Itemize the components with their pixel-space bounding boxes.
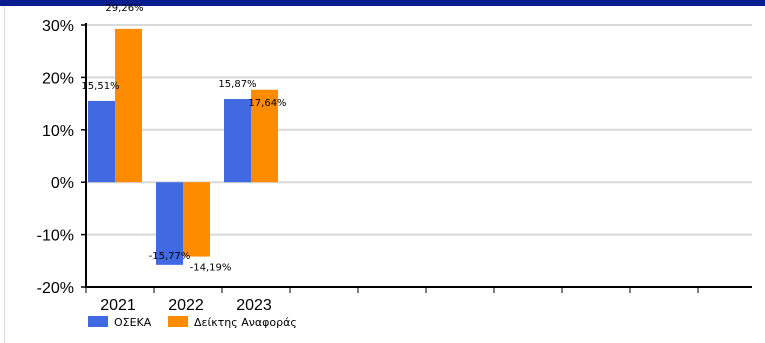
legend-swatch — [88, 316, 108, 327]
bar-benchmark — [183, 182, 210, 257]
y-tick-label: 10% — [42, 123, 74, 140]
y-tick-label: -10% — [37, 228, 74, 245]
y-tick-labels: 30% 20% 10% 0% -10% -20% — [37, 18, 74, 297]
x-tick-label: 2023 — [236, 297, 272, 314]
data-label: 29,26% — [105, 3, 143, 14]
legend-label: ΟΣΕΚΑ — [114, 316, 152, 329]
legend-swatch — [168, 316, 188, 327]
data-label: 17,64% — [248, 98, 286, 109]
legend: ΟΣΕΚΑ Δείκτης Αναφοράς — [88, 316, 297, 329]
data-label: -15,77% — [149, 251, 191, 262]
y-tick-label: 20% — [42, 70, 74, 87]
data-labels: 15,51% 29,26% -15,77%-14,19% 15,87% 17,64% — [81, 3, 286, 274]
x-tick-label: 2022 — [168, 297, 204, 314]
bar-oseka — [88, 100, 115, 183]
bar-benchmark — [251, 89, 278, 183]
y-tick-label: 30% — [42, 18, 74, 35]
y-tick-label: 0% — [51, 175, 74, 192]
data-label: 15,87% — [218, 79, 256, 90]
bar-oseka — [224, 99, 251, 183]
data-label: 15,51% — [81, 81, 119, 92]
bars — [88, 28, 278, 265]
x-tick-labels: 2021 2022 2023 — [100, 297, 272, 314]
bar-benchmark — [115, 28, 142, 183]
x-tick-label: 2021 — [100, 297, 136, 314]
y-tick-label: -20% — [37, 280, 74, 297]
legend-label: Δείκτης Αναφοράς — [194, 316, 297, 329]
header-bar — [0, 0, 765, 6]
bar-oseka — [156, 182, 183, 265]
axes — [81, 23, 752, 293]
data-label: -14,19% — [190, 263, 232, 274]
